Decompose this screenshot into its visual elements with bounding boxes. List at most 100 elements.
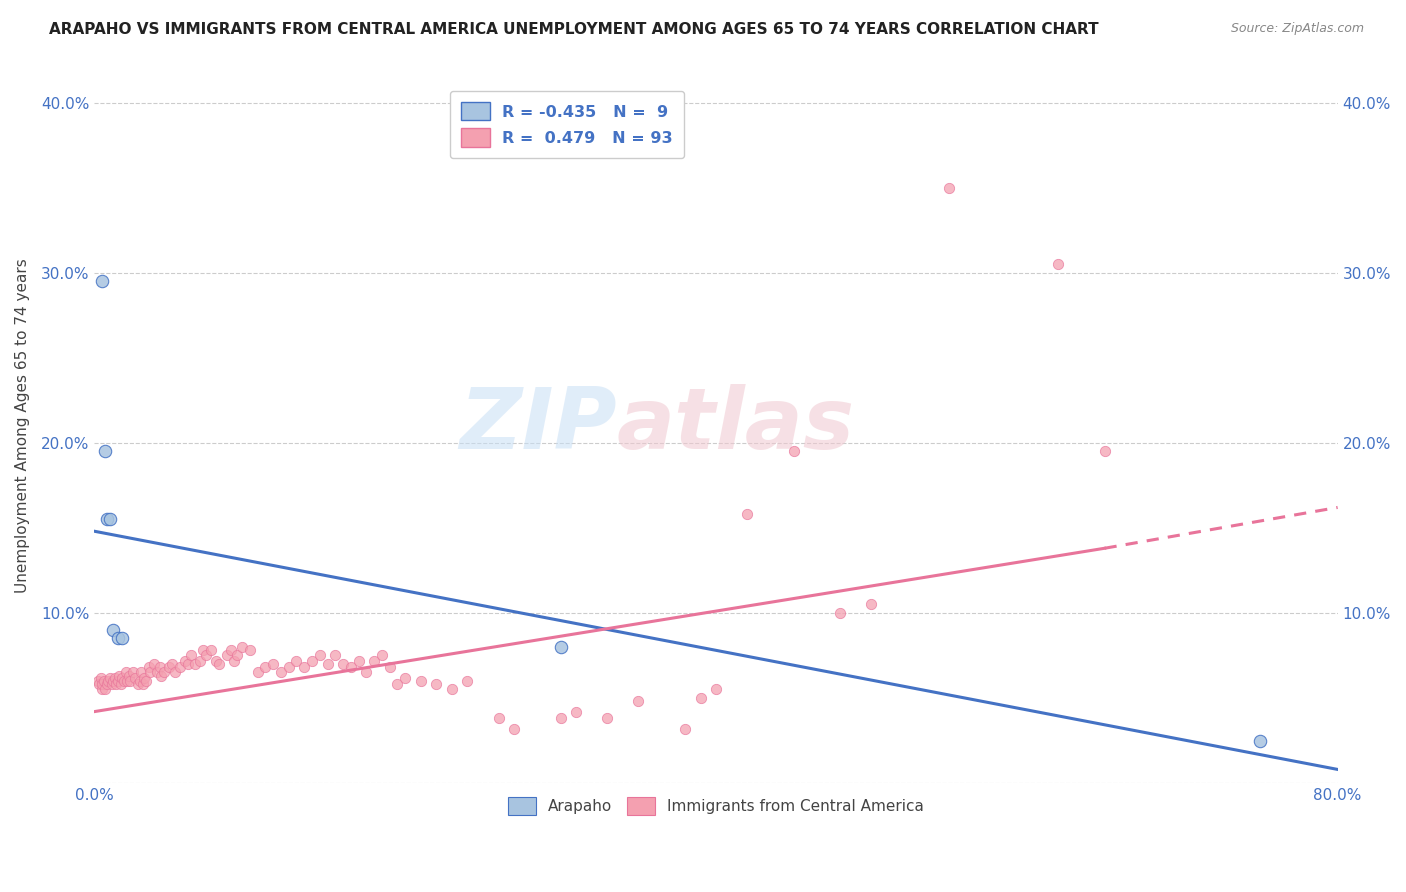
Point (177, 657, 200, 671)
Point (134, 671, 156, 685)
Point (153, 665, 176, 680)
Point (673, 722, 696, 736)
Point (91, 677, 114, 691)
Point (277, 660, 299, 674)
Point (860, 598, 883, 612)
Point (128, 673, 150, 688)
Point (142, 657, 165, 671)
Point (363, 654, 385, 668)
Point (120, 673, 142, 688)
Point (139, 665, 162, 680)
Point (783, 444, 806, 458)
Point (96, 677, 118, 691)
Point (596, 711, 619, 725)
Point (138, 660, 160, 674)
Text: atlas: atlas (617, 384, 855, 467)
Point (246, 665, 269, 680)
Point (1046, 257, 1069, 271)
Point (118, 669, 141, 683)
Point (224, 654, 246, 668)
Point (122, 665, 145, 680)
Point (188, 654, 211, 668)
Point (689, 690, 711, 705)
Point (193, 643, 215, 657)
Point (96, 512, 118, 526)
Point (94, 682, 117, 697)
Point (101, 673, 124, 688)
Point (111, 632, 134, 646)
Point (262, 657, 284, 671)
Point (160, 657, 183, 671)
Point (409, 673, 432, 688)
Point (285, 654, 308, 668)
Point (316, 657, 339, 671)
Point (308, 648, 330, 663)
Point (301, 654, 323, 668)
Point (356, 665, 378, 680)
Point (704, 682, 727, 697)
Point (111, 671, 134, 685)
Point (270, 665, 292, 680)
Point (91, 274, 114, 288)
Point (488, 711, 510, 725)
Point (112, 673, 135, 688)
Point (184, 657, 207, 671)
Point (565, 705, 588, 719)
Point (347, 654, 370, 668)
Point (456, 673, 478, 688)
Point (830, 606, 852, 620)
Point (100, 677, 122, 691)
Text: Source: ZipAtlas.com: Source: ZipAtlas.com (1230, 22, 1364, 36)
Point (129, 665, 152, 680)
Point (101, 623, 124, 637)
Point (195, 648, 218, 663)
Point (219, 643, 242, 657)
Point (105, 677, 128, 691)
Point (231, 640, 253, 654)
Legend: Arapaho, Immigrants from Central America: Arapaho, Immigrants from Central America (498, 787, 935, 825)
Point (627, 694, 650, 708)
Point (387, 677, 409, 691)
Point (325, 648, 347, 663)
Point (550, 711, 572, 725)
Point (104, 671, 127, 685)
Point (90, 671, 112, 685)
Point (98, 671, 121, 685)
Text: ZIP: ZIP (458, 384, 617, 467)
Point (173, 654, 195, 668)
Point (89, 677, 111, 691)
Point (169, 660, 191, 674)
Point (108, 669, 131, 683)
Point (204, 654, 226, 668)
Text: ARAPAHO VS IMMIGRANTS FROM CENTRAL AMERICA UNEMPLOYMENT AMONG AGES 65 TO 74 YEAR: ARAPAHO VS IMMIGRANTS FROM CENTRAL AMERI… (49, 22, 1099, 37)
Point (340, 660, 363, 674)
Point (86, 673, 108, 688)
Point (98, 512, 121, 526)
Point (124, 671, 146, 685)
Point (254, 660, 277, 674)
Point (550, 640, 572, 654)
Point (115, 673, 138, 688)
Point (200, 643, 222, 657)
Point (149, 660, 172, 674)
Point (93, 673, 115, 688)
Point (107, 673, 129, 688)
Point (131, 677, 153, 691)
Point (394, 671, 416, 685)
Point (503, 722, 526, 736)
Point (226, 648, 249, 663)
Point (378, 660, 401, 674)
Point (1249, 733, 1271, 747)
Point (91, 682, 114, 697)
Y-axis label: Unemployment Among Ages 65 to 74 years: Unemployment Among Ages 65 to 74 years (15, 259, 30, 593)
Point (292, 660, 315, 674)
Point (165, 665, 187, 680)
Point (145, 665, 167, 680)
Point (127, 677, 149, 691)
Point (208, 657, 231, 671)
Point (114, 665, 136, 680)
Point (215, 648, 238, 663)
Point (735, 508, 758, 522)
Point (332, 657, 354, 671)
Point (440, 682, 463, 697)
